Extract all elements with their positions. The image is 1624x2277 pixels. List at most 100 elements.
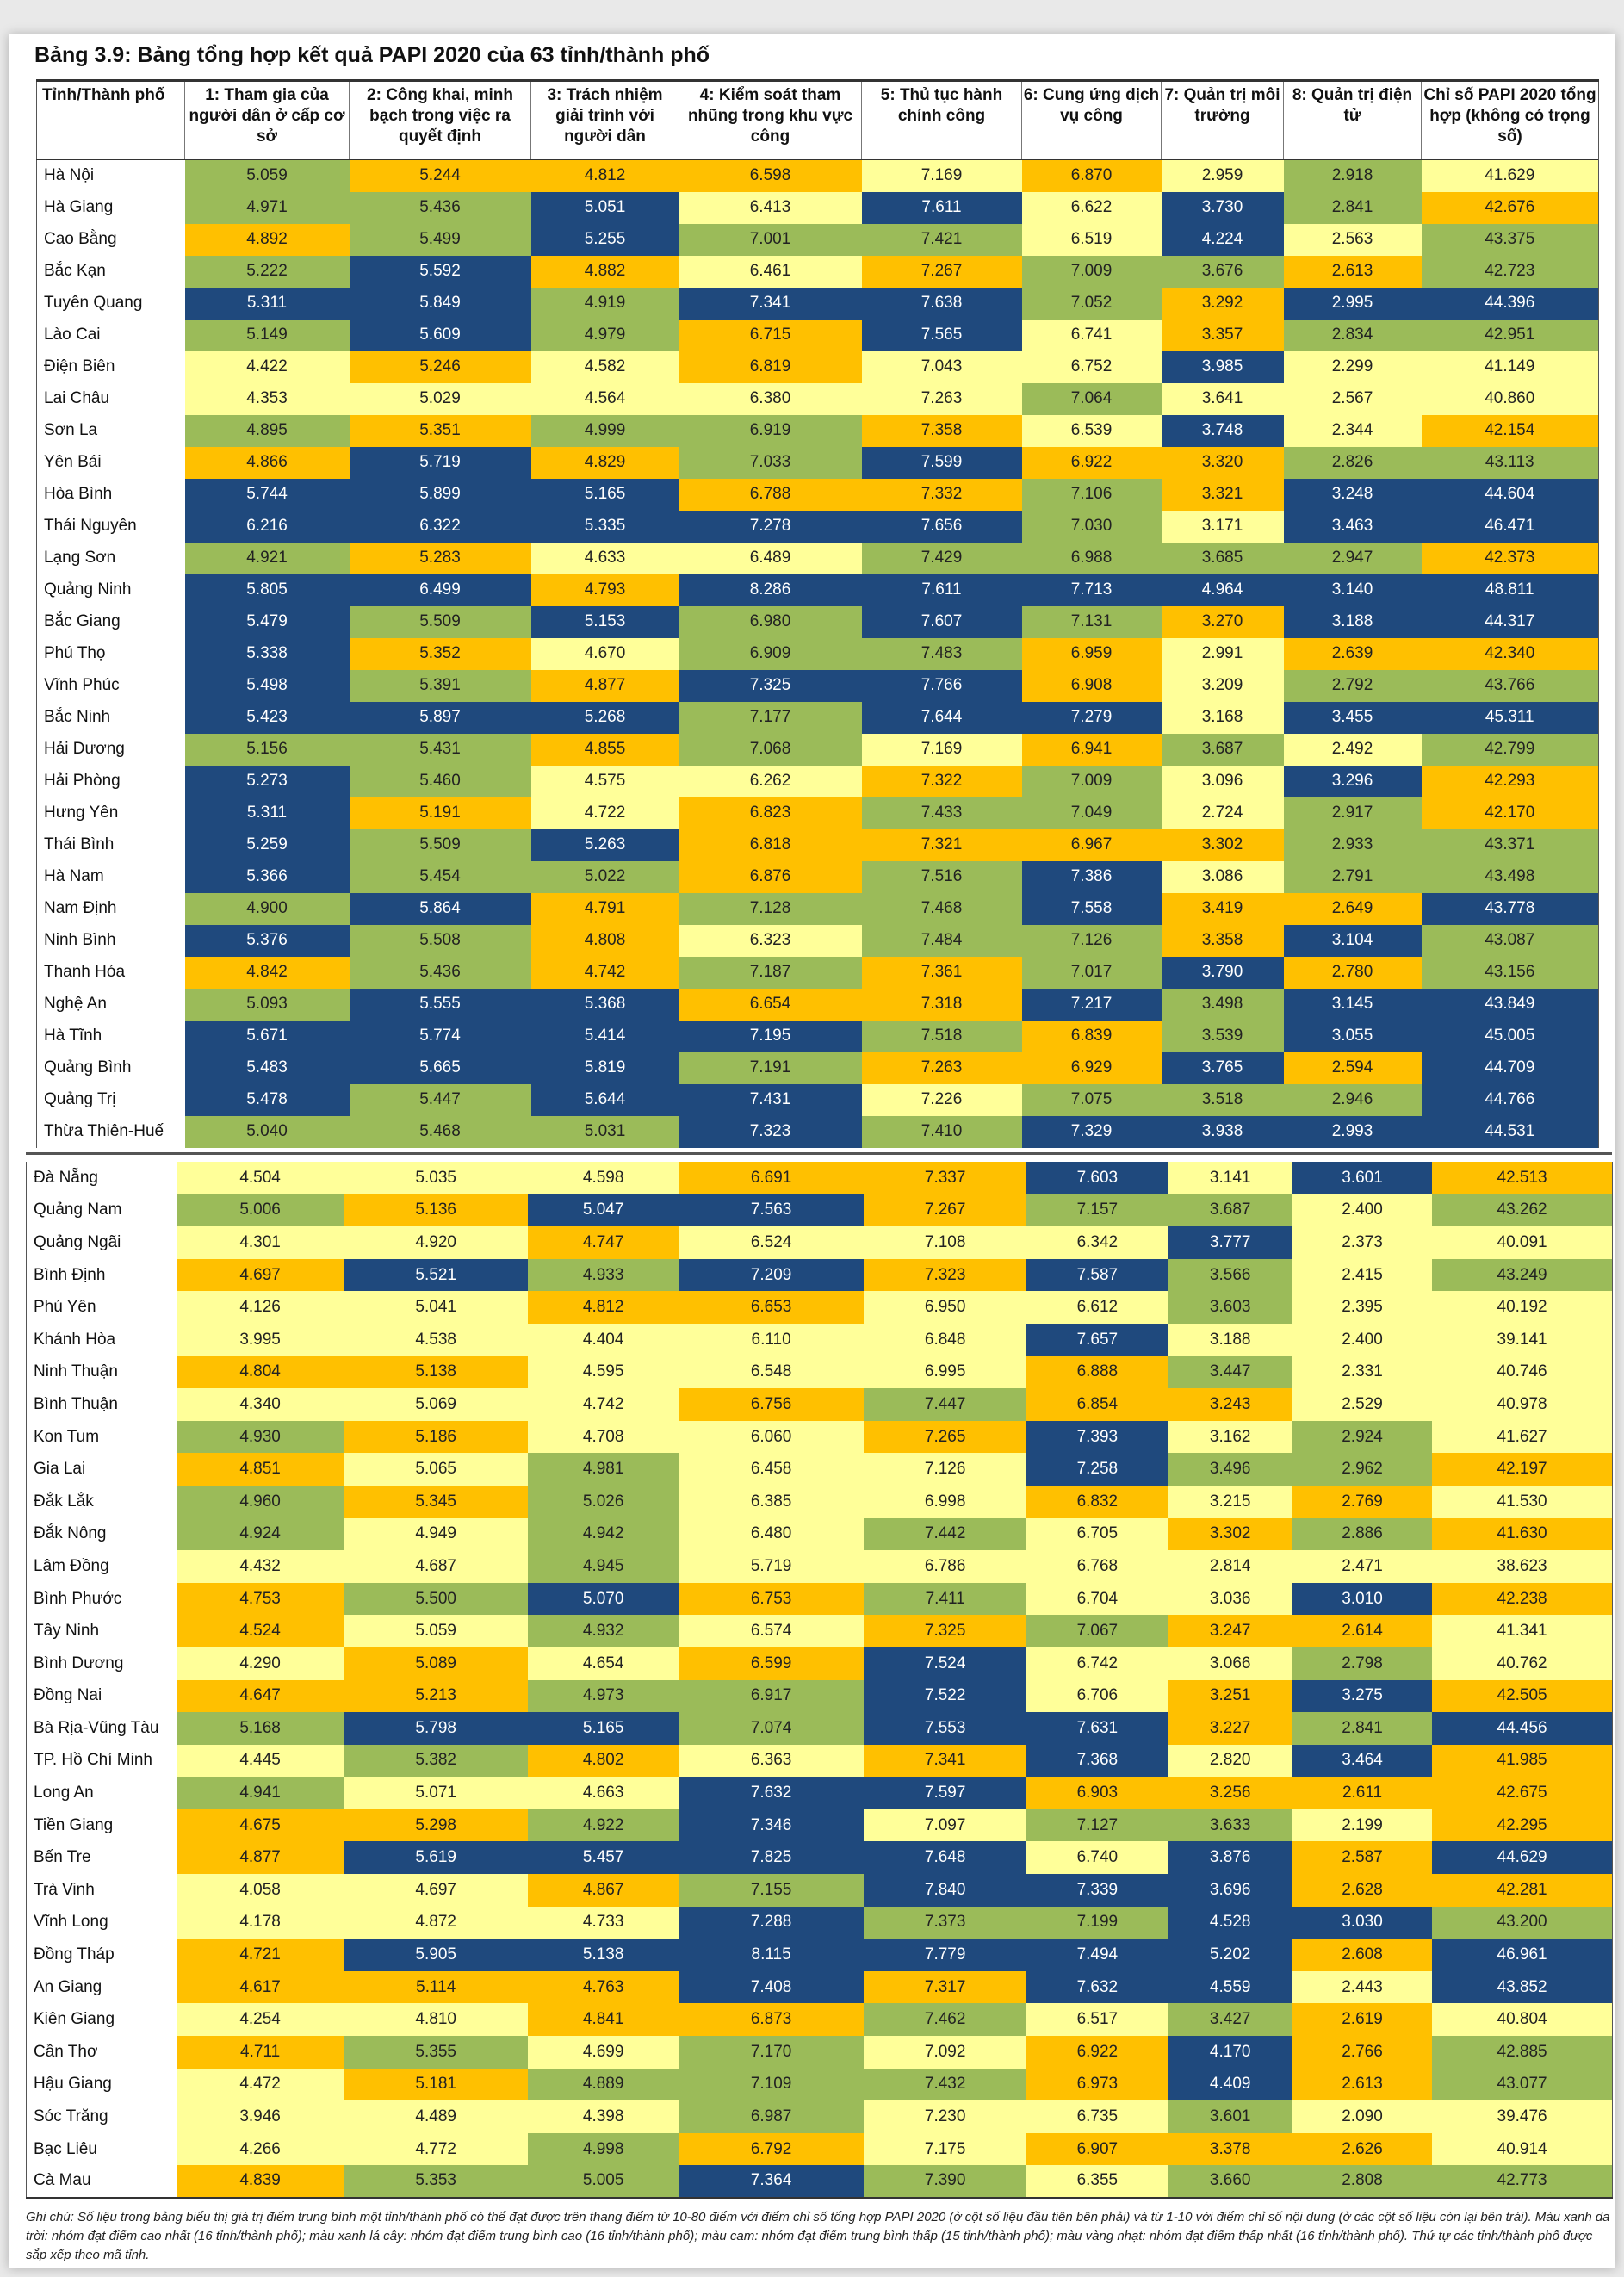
dimension-score-cell: 5.165 (530, 478, 679, 511)
papi-index-cell: 43.249 (1432, 1258, 1613, 1292)
dimension-score-cell: 6.740 (1026, 1841, 1168, 1875)
dimension-score-cell: 6.461 (679, 255, 862, 288)
dimension-score-cell: 3.275 (1292, 1679, 1433, 1713)
dimension-score-cell: 4.733 (528, 1906, 679, 1939)
papi-index-cell: 43.077 (1432, 2068, 1613, 2101)
dimension-score-cell: 6.705 (1026, 1517, 1168, 1551)
dimension-score-cell: 5.022 (530, 860, 679, 893)
dimension-score-cell: 5.391 (349, 669, 531, 702)
column-header-9: Chỉ số PAPI 2020 tổng hợp (không có trọn… (1421, 80, 1599, 161)
dimension-score-cell: 7.267 (861, 255, 1022, 288)
dimension-score-cell: 4.973 (528, 1679, 679, 1713)
dimension-score-cell: 6.756 (678, 1388, 865, 1421)
province-name: Hòa Bình (36, 478, 185, 511)
dimension-score-cell: 5.478 (184, 1083, 350, 1116)
table-row: Hải Phòng 5.273 5.460 4.575 6.262 7.322 7.009 3… (36, 765, 1599, 797)
dimension-score-cell: 6.574 (678, 1615, 865, 1647)
province-name: Bến Tre (26, 1841, 177, 1875)
papi-index-cell: 44.396 (1421, 287, 1599, 320)
table-row: Quảng Trị 5.478 5.447 5.644 7.431 7.226 7.075 3… (36, 1083, 1599, 1116)
province-name: Bình Dương (26, 1647, 177, 1680)
dimension-score-cell: 3.687 (1168, 1194, 1292, 1227)
dimension-score-cell: 5.136 (344, 1194, 529, 1227)
dimension-score-cell: 5.071 (344, 1777, 529, 1809)
dimension-score-cell: 7.323 (679, 1115, 862, 1148)
dimension-score-cell: 6.110 (678, 1323, 865, 1356)
dimension-score-cell: 7.258 (1026, 1453, 1168, 1486)
table-row: Long An 4.941 5.071 4.663 7.632 7.597 6.903 3.2… (26, 1777, 1613, 1809)
dimension-score-cell: 3.765 (1161, 1052, 1284, 1084)
papi-index-cell: 43.200 (1432, 1906, 1613, 1939)
section-divider (26, 1152, 1612, 1163)
dimension-score-cell: 5.431 (349, 733, 531, 766)
dimension-score-cell: 4.942 (528, 1517, 679, 1551)
dimension-score-cell: 5.138 (528, 1939, 679, 1971)
dimension-score-cell: 7.126 (864, 1453, 1027, 1486)
dimension-score-cell: 5.005 (528, 2165, 679, 2198)
dimension-score-cell: 5.864 (349, 892, 531, 925)
dimension-score-cell: 7.484 (861, 924, 1022, 957)
table-row: Hà Tĩnh 5.671 5.774 5.414 7.195 7.518 6.839 3.5… (36, 1020, 1599, 1052)
dimension-score-cell: 6.998 (864, 1485, 1027, 1518)
dimension-score-cell: 5.246 (349, 351, 531, 383)
dimension-score-cell: 7.432 (864, 2068, 1027, 2101)
dimension-score-cell: 5.436 (349, 191, 531, 224)
papi-index-cell: 45.005 (1421, 1020, 1599, 1052)
dimension-score-cell: 3.539 (1161, 1020, 1284, 1052)
dimension-score-cell: 3.302 (1161, 828, 1284, 861)
papi-index-cell: 42.513 (1432, 1162, 1613, 1194)
dimension-score-cell: 5.338 (184, 637, 350, 670)
dimension-score-cell: 7.030 (1021, 510, 1162, 543)
dimension-score-cell: 3.140 (1283, 574, 1422, 606)
dimension-score-cell: 6.380 (679, 382, 862, 415)
dimension-score-cell: 2.639 (1283, 637, 1422, 670)
papi-index-cell: 46.471 (1421, 510, 1599, 543)
dimension-score-cell: 3.498 (1161, 988, 1284, 1021)
dimension-score-cell: 4.964 (1161, 574, 1284, 606)
dimension-score-cell: 7.518 (861, 1020, 1022, 1052)
dimension-score-cell: 5.255 (530, 223, 679, 256)
province-name: Hậu Giang (26, 2068, 177, 2101)
province-name: Quảng Ninh (36, 574, 185, 606)
province-name: Đà Nẵng (26, 1162, 177, 1194)
column-header-province: Tỉnh/Thành phố (42, 86, 165, 104)
table-row: Hưng Yên 5.311 5.191 4.722 6.823 7.433 7.049 2.… (36, 797, 1599, 829)
column-header-7: 7: Quản trị môi trường (1161, 80, 1284, 161)
dimension-score-cell: 6.742 (1026, 1647, 1168, 1680)
papi-index-cell: 40.762 (1432, 1647, 1613, 1680)
dimension-score-cell: 3.188 (1168, 1323, 1292, 1356)
dimension-score-cell: 6.788 (679, 478, 862, 511)
dimension-score-cell: 4.839 (177, 2165, 344, 2198)
dimension-score-cell: 3.419 (1161, 892, 1284, 925)
dimension-score-cell: 3.171 (1161, 510, 1284, 543)
dimension-score-cell: 4.877 (530, 669, 679, 702)
dimension-score-cell: 4.922 (528, 1809, 679, 1842)
province-name: Cần Thơ (26, 2036, 177, 2069)
dimension-score-cell: 7.657 (1026, 1323, 1168, 1356)
papi-index-cell: 41.630 (1432, 1517, 1613, 1551)
dimension-score-cell: 7.157 (1026, 1194, 1168, 1227)
dimension-score-cell: 3.145 (1283, 988, 1422, 1021)
dimension-score-cell: 2.299 (1283, 351, 1422, 383)
dimension-score-cell: 5.805 (184, 574, 350, 606)
province-name: Đồng Tháp (26, 1939, 177, 1971)
dimension-score-cell: 5.298 (344, 1809, 529, 1842)
column-header-3: 3: Trách nhiệm giải trình với người dân (530, 80, 679, 161)
dimension-score-cell: 5.744 (184, 478, 350, 511)
dimension-score-cell: 3.036 (1168, 1582, 1292, 1616)
dimension-score-cell: 6.539 (1021, 414, 1162, 447)
dimension-score-cell: 3.168 (1161, 701, 1284, 734)
dimension-score-cell: 5.609 (349, 319, 531, 351)
papi-index-cell: 42.340 (1421, 637, 1599, 670)
dimension-score-cell: 2.529 (1292, 1388, 1433, 1421)
dimension-score-cell: 6.342 (1026, 1226, 1168, 1259)
table-row: Nam Định 4.900 5.864 4.791 7.128 7.468 7.558 3.… (36, 892, 1599, 925)
dimension-score-cell: 3.790 (1161, 956, 1284, 989)
dimension-score-cell: 5.156 (184, 733, 350, 766)
dimension-score-cell: 7.411 (864, 1582, 1027, 1616)
dimension-score-cell: 4.949 (344, 1517, 529, 1551)
dimension-score-cell: 3.985 (1161, 351, 1284, 383)
dimension-score-cell: 4.528 (1168, 1906, 1292, 1939)
dimension-score-cell: 5.047 (528, 1194, 679, 1227)
dimension-score-cell: 5.244 (349, 159, 531, 192)
